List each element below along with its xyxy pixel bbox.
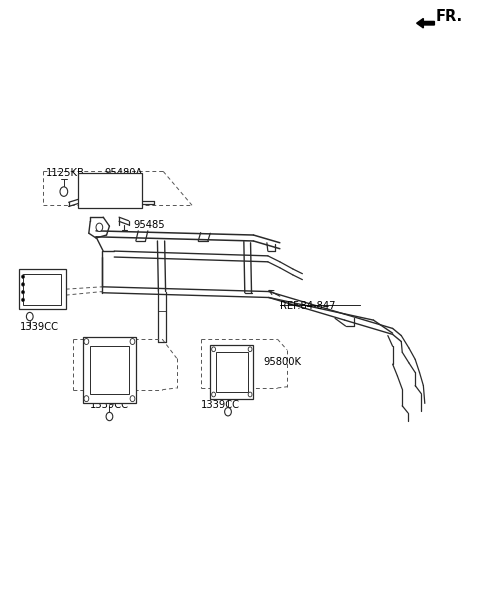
Bar: [83, 337, 136, 403]
Circle shape: [96, 223, 103, 231]
Bar: [216, 352, 248, 392]
Text: 95401D: 95401D: [96, 348, 135, 358]
Text: FR.: FR.: [436, 9, 463, 24]
Bar: [90, 346, 129, 394]
Text: 95485: 95485: [133, 220, 165, 230]
Polygon shape: [417, 18, 434, 28]
Text: REF.84-847: REF.84-847: [280, 301, 336, 311]
Circle shape: [22, 275, 24, 278]
Text: 95800K: 95800K: [263, 357, 301, 367]
Circle shape: [248, 392, 252, 397]
Circle shape: [212, 392, 216, 397]
Circle shape: [225, 408, 231, 416]
Circle shape: [84, 396, 89, 402]
Text: 95480A: 95480A: [105, 168, 143, 178]
Bar: [210, 345, 253, 399]
Text: 1339CC: 1339CC: [90, 400, 129, 410]
Circle shape: [106, 412, 113, 421]
Circle shape: [22, 290, 24, 294]
Circle shape: [212, 347, 216, 352]
Circle shape: [84, 339, 89, 345]
Circle shape: [248, 347, 252, 352]
Text: 1339CC: 1339CC: [20, 322, 59, 333]
Circle shape: [130, 339, 135, 345]
Bar: [23, 274, 61, 305]
Text: 1339CC: 1339CC: [201, 400, 240, 410]
Circle shape: [130, 396, 135, 402]
Text: 1125KB: 1125KB: [46, 168, 84, 178]
Circle shape: [60, 187, 68, 196]
Text: 95680E: 95680E: [23, 277, 61, 287]
Bar: [78, 173, 142, 208]
Circle shape: [22, 298, 24, 302]
Circle shape: [26, 312, 33, 321]
Circle shape: [22, 283, 24, 286]
Bar: [19, 269, 66, 309]
